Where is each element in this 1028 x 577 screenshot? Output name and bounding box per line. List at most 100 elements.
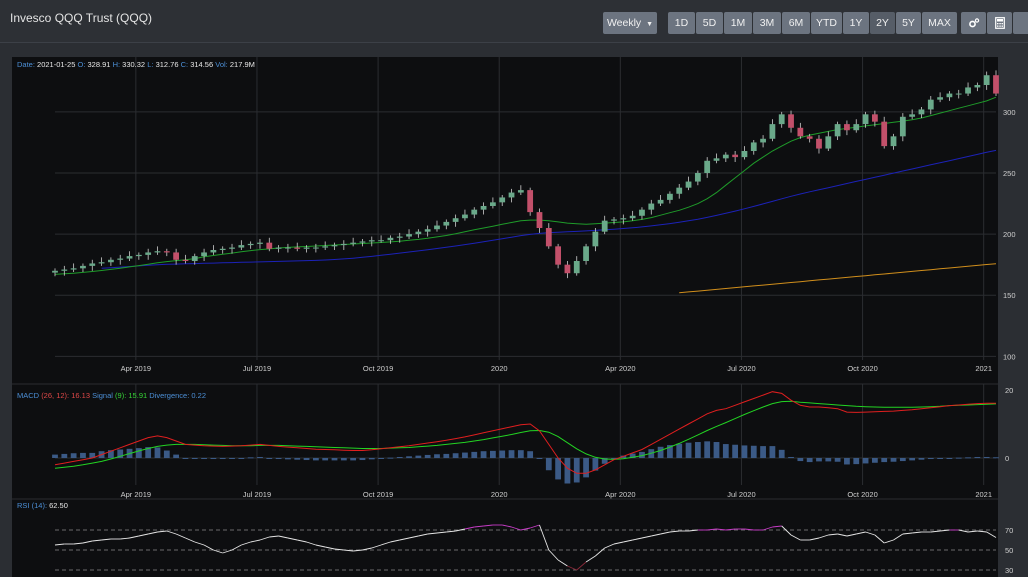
y-tick-label: 300 [1003,108,1016,117]
rsi-line-segment [511,526,521,531]
candle-body [70,268,77,270]
signal-value: 15.91 [128,391,147,400]
calculator-icon [994,17,1005,29]
macd-y-label: 20 [1005,386,1013,395]
rsi-line-segment [175,533,186,539]
range-button-max[interactable]: MAX [922,12,957,34]
histogram-bar [294,458,301,460]
histogram-bar [937,458,943,459]
rsi-line-segment [54,543,65,546]
range-button-1m[interactable]: 1M [724,12,752,34]
range-button-5d[interactable]: 5D [696,12,723,34]
chart-background [12,57,998,577]
histogram-bar [70,453,77,458]
candle-body [657,199,664,204]
histogram-bar [350,458,357,461]
rsi-line-segment [418,533,428,537]
histogram-bar [871,458,878,463]
candle-body [694,173,701,182]
candle-body [881,121,888,147]
histogram-bar [629,453,636,458]
candle-body [778,114,785,125]
calculator-button[interactable] [987,12,1012,34]
rsi-line-segment [278,535,289,539]
x-tick-label: Jul 2019 [243,490,271,499]
candle-body [816,138,822,149]
x-tick-label: 2021 [975,490,992,499]
histogram-bar [862,458,869,464]
candle-body [564,264,571,274]
rsi-line-segment [940,529,950,532]
candle-body [368,240,375,242]
interval-dropdown[interactable]: Weekly ▼ [603,12,657,34]
settings-button[interactable] [961,12,986,34]
histogram-bar [266,458,273,459]
candle-body [545,228,552,247]
range-button-ytd[interactable]: YTD [811,12,842,34]
histogram-bar [378,458,384,459]
histogram-bar [359,458,366,461]
candle-body [163,251,170,253]
candle-body [806,136,813,139]
rsi-line-segment [716,528,726,531]
candle-body [965,87,971,94]
candle-body [490,202,496,206]
candle-body [80,265,86,269]
candle-body [191,256,198,261]
rsi-line-segment [185,537,195,543]
candle-body [685,181,692,188]
x-tick-label: Jul 2020 [727,490,755,499]
candle-body [499,197,506,203]
histogram-bar [238,458,245,459]
histogram-bar [573,458,580,483]
rsi-line-segment [651,533,661,537]
histogram-bar [676,443,683,458]
rsi-line-segment [269,535,279,538]
range-button-5y[interactable]: 5Y [896,12,921,34]
candle-body [573,261,580,274]
candle-body [173,252,180,260]
candle-body [983,75,990,85]
histogram-bar [508,450,515,458]
rsi-line-segment [222,549,233,554]
x-tick-label: Jul 2020 [727,364,755,373]
histogram-bar [834,458,841,462]
rsi-legend: RSI (14): 62.50 [17,501,68,510]
histogram-bar [853,458,860,465]
range-button-1y[interactable]: 1Y [843,12,869,34]
range-button-1d[interactable]: 1D [668,12,695,34]
candle-body [471,209,478,215]
rsi-line-segment [390,539,400,543]
candle-body [974,85,981,88]
candle-body [825,136,832,149]
histogram-bar [536,458,543,459]
histogram-bar [611,458,617,459]
rsi-line-segment [436,531,447,534]
settings-icon [968,18,979,28]
rsi-line-segment [203,544,214,551]
histogram-bar [983,456,990,458]
rsi-line-segment [343,549,354,552]
rsi-line-segment [744,528,754,531]
candle-body [918,109,925,115]
rsi-line-segment [707,528,717,531]
histogram-bar [965,457,971,459]
candle-body [480,206,487,210]
range-button-2y[interactable]: 2Y [870,12,895,34]
range-button-6m[interactable]: 6M [782,12,810,34]
rsi-line-segment [483,524,493,527]
rsi-line-segment [297,539,307,543]
candle-body [629,215,636,219]
candle-body [667,193,673,200]
expand-button[interactable] [1013,12,1028,34]
rsi-line-segment [762,526,773,531]
candle-body [135,254,142,257]
candle-body [871,114,878,122]
candle-body [853,124,860,131]
histogram-bar [750,445,757,458]
x-tick-label: Apr 2020 [605,364,635,373]
histogram-bar [499,450,506,458]
range-button-3m[interactable]: 3M [753,12,781,34]
candle-body [294,247,301,249]
